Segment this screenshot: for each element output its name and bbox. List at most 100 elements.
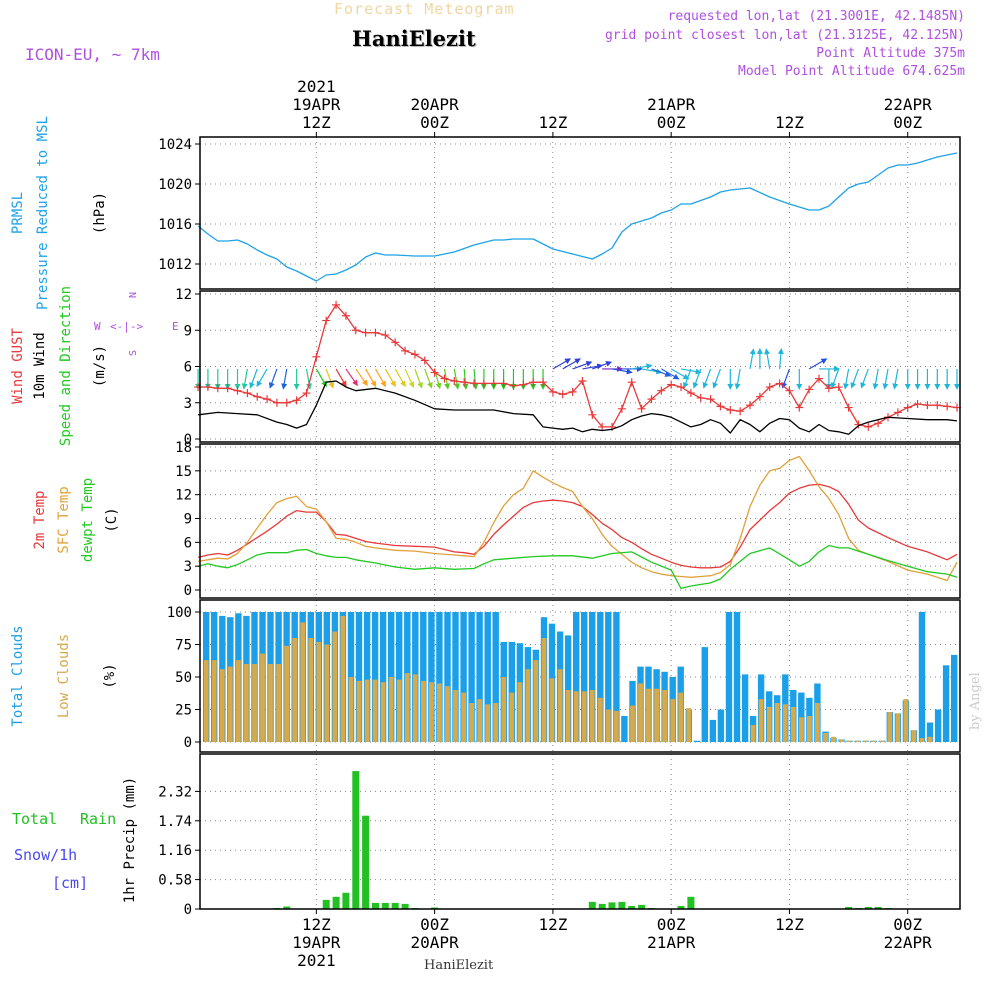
gust-marker [361,328,370,337]
gust-marker [726,406,735,414]
wind-direction-arrow [682,368,692,389]
low-cloud-bar [292,638,298,742]
rain-bar [362,815,370,909]
gust-marker [203,383,212,392]
low-cloud-bar [388,677,394,742]
gust-marker [194,383,203,392]
gust-marker [864,422,873,431]
pressure-ylabel-unit: (hPa) [92,192,108,234]
wind-direction-arrow [661,368,680,380]
clouds-frame [199,599,961,753]
precip-ylabel: 1hr Precip (mm) [122,777,138,903]
wind-direction-arrow [572,360,593,370]
low-cloud-bar [750,725,756,742]
total-cloud-bar [436,612,443,742]
wind-direction-arrow [241,368,248,390]
gust-marker [272,398,281,407]
low-cloud-bar [662,690,667,742]
wind-direction-arrow [434,368,442,390]
axis-layer: 1012101610201024036912036912151802550751… [158,132,961,918]
gust-marker [578,377,587,385]
pressure-tick-label: 1012 [158,257,192,273]
temperature-tick-label: 6 [184,535,192,551]
low-cloud-bar [863,740,869,742]
temp-ylabel-2m: 2m Temp [32,490,48,549]
wind-direction-arrow [256,368,268,388]
wind-direction-arrow [414,368,423,389]
gust-marker [568,387,577,396]
pressure-ylabel-2: Pressure Reduced to MSL [35,116,51,310]
wind-ylabel-dir: Speed and Direction [58,286,74,446]
compass-e: E [172,320,179,333]
gust-marker [765,383,774,392]
low-cloud-bar [573,691,579,742]
wind-direction-arrow [764,348,771,370]
gust-marker [499,379,508,388]
clouds-tick-label: 50 [175,670,192,686]
requested-coords: requested lon,lat (21.3001E, 42.1485N) [667,9,965,24]
gust-marker [539,378,548,387]
compass-s: S [128,350,139,356]
rain-bar [332,896,340,909]
total-cloud-bar [717,709,725,742]
top-date-label: 22APR [884,95,933,114]
gust-marker [401,346,410,355]
wind-tick-label: 3 [184,396,192,412]
wind-tick-label: 6 [184,360,192,376]
low-cloud-bar [678,692,684,742]
gust-marker [647,395,656,404]
total-cloud-bar [564,635,572,742]
rain-bar [401,903,409,909]
gust-marker [312,352,321,361]
gust-marker [558,390,567,399]
gust-marker [470,379,479,388]
gust-marker [519,380,528,389]
low-cloud-bar [485,704,491,742]
temp-ylabel-dewpt: dewpt Temp [80,478,96,562]
low-cloud-bar [477,699,483,742]
rain-bar [618,901,626,909]
low-cloud-bar [219,669,225,742]
low-cloud-bar [670,699,676,742]
precip-legend-unit: [cm] [52,874,88,892]
precip-legend-total: Total [12,810,57,828]
rain-bar [874,907,882,909]
wind-ylabel-unit: (m/s) [92,345,108,387]
wind-direction-arrow [882,368,889,390]
wind-direction-arrow [860,368,869,389]
sfc-line [197,455,958,582]
rain-bar [638,904,646,909]
pressure-tick-label: 1016 [158,217,192,233]
dewpt-line [197,544,958,590]
gust-marker [292,396,301,405]
gust-marker [933,401,942,410]
low-cloud-bar [244,664,249,742]
wind-direction-arrow [651,368,672,377]
low-cloud-bar [887,712,893,742]
gust-marker [903,403,912,412]
low-cloud-bar [445,686,450,742]
low-cloud-bar [549,678,555,742]
low-cloud-bar [203,660,209,742]
temperature-tick-label: 3 [184,559,192,575]
low-cloud-bar [589,690,595,742]
low-cloud-bar [766,706,772,742]
gust-marker [736,407,745,416]
top-hour-label: 00Z [657,113,686,132]
gust-marker [381,331,390,340]
low-cloud-bar [211,660,217,742]
top-year: 2021 [297,77,336,96]
low-cloud-bar [533,660,539,742]
wind-direction-arrow [702,368,712,389]
total-cloud-bar [597,612,604,742]
gust-marker [755,392,764,401]
total-cloud-bar [589,612,596,742]
low-cloud-bar [919,738,925,742]
gust-marker [785,386,794,395]
clouds-tick-label: 0 [184,735,192,751]
rain-bar [381,902,389,909]
total-cloud-bar [396,612,403,742]
clouds-tick-label: 75 [175,638,192,654]
total-cloud-bar [701,647,708,742]
